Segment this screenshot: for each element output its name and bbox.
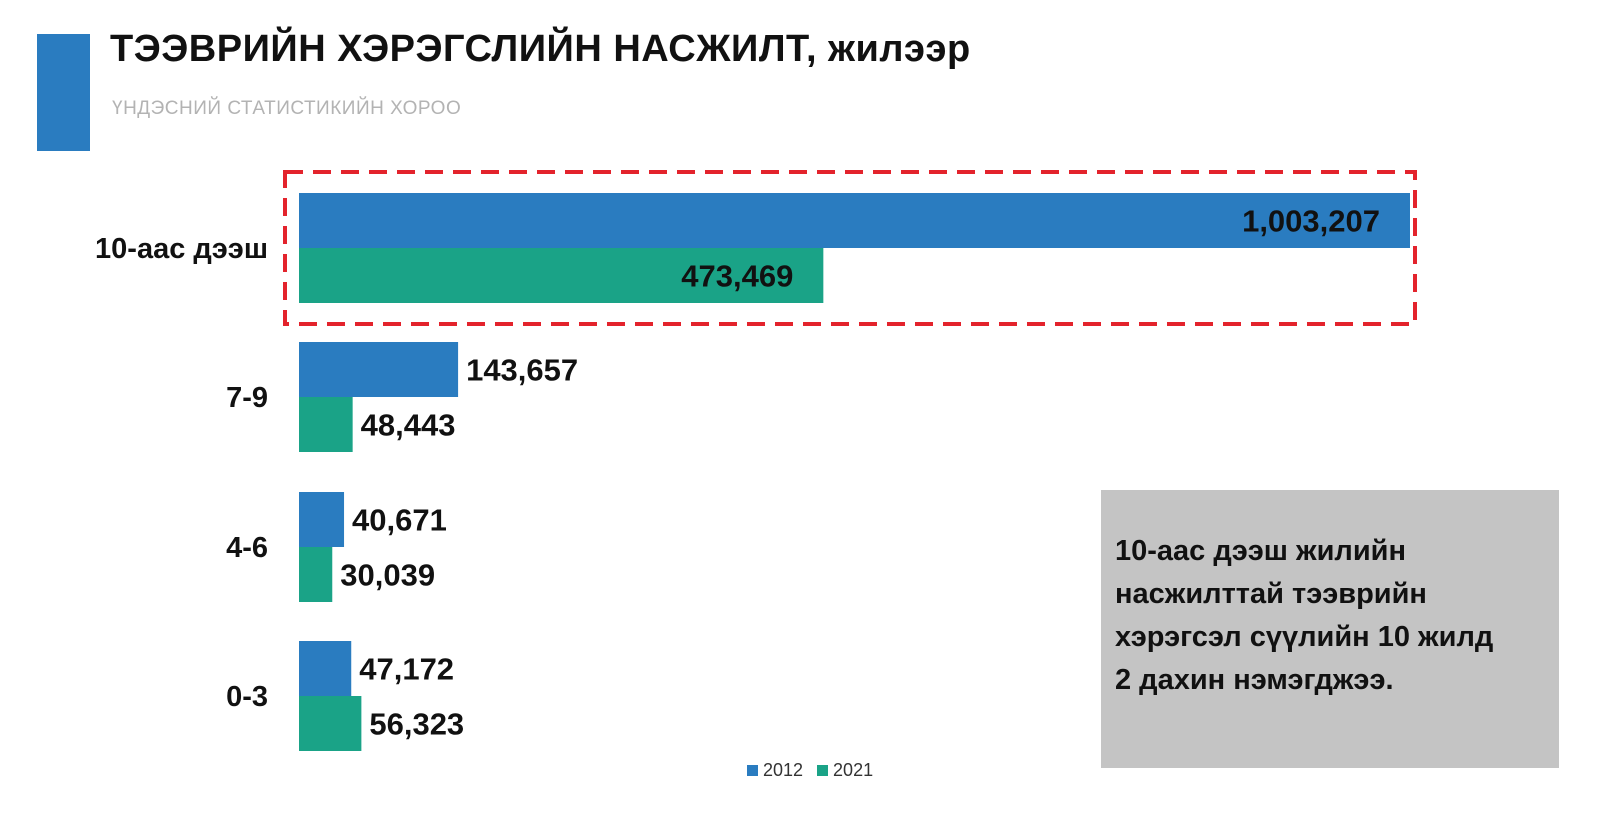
highlight-frame (283, 170, 1417, 326)
bar-2021-cat3 (299, 696, 362, 751)
bar-label-2012-cat1: 143,657 (466, 353, 578, 388)
bar-2012-cat3 (299, 641, 352, 696)
legend-label-2012: 2012 (763, 760, 804, 780)
legend-swatch-2012 (747, 765, 758, 776)
bar-label-2021-cat2: 30,039 (340, 558, 435, 593)
bar-2021-cat1 (299, 397, 353, 452)
chart-legend: 2012 2021 (747, 760, 887, 781)
legend-label-2021: 2021 (833, 760, 874, 780)
bar-2012-cat1 (299, 342, 459, 397)
bar-label-2021-cat3: 56,323 (369, 707, 464, 742)
legend-item-2021: 2021 (817, 760, 873, 781)
bar-label-2012-cat2: 40,671 (352, 503, 447, 538)
source-subtitle: ҮНДЭСНИЙ СТАТИСТИКИЙН ХОРОО (112, 98, 462, 119)
page-title: ТЭЭВРИЙН ХЭРЭГСЛИЙН НАСЖИЛТ, жилээр (110, 28, 971, 70)
note-text: 10-аас дээш жилийн насжилттай тээврийн х… (1115, 535, 1494, 696)
category-label-cat1: 7-9 (226, 382, 268, 414)
bar-2012-cat2 (299, 492, 345, 547)
category-label-cat3: 0-3 (226, 681, 268, 713)
title-accent-block (37, 34, 90, 151)
bar-group: 10-аас дээш 1,003,207 473,469 7-9 143,657 48,… (95, 193, 1410, 751)
note-box: 10-аас дээш жилийн насжилттай тээврийн х… (1101, 490, 1559, 768)
bar-label-2021-cat0: 473,469 (681, 259, 793, 294)
bar-label-2012-cat0: 1,003,207 (1242, 204, 1380, 239)
category-label-cat0: 10-аас дээш (95, 233, 268, 265)
legend-swatch-2021 (817, 765, 829, 776)
bar-2021-cat2 (299, 547, 333, 602)
category-label-cat2: 4-6 (226, 532, 268, 564)
bar-label-2021-cat1: 48,443 (361, 408, 456, 443)
bar-label-2012-cat3: 47,172 (359, 652, 454, 687)
bar-2012-cat0 (299, 193, 1410, 248)
legend-item-2012: 2012 (747, 760, 803, 781)
bar-2021-cat0 (299, 248, 824, 303)
